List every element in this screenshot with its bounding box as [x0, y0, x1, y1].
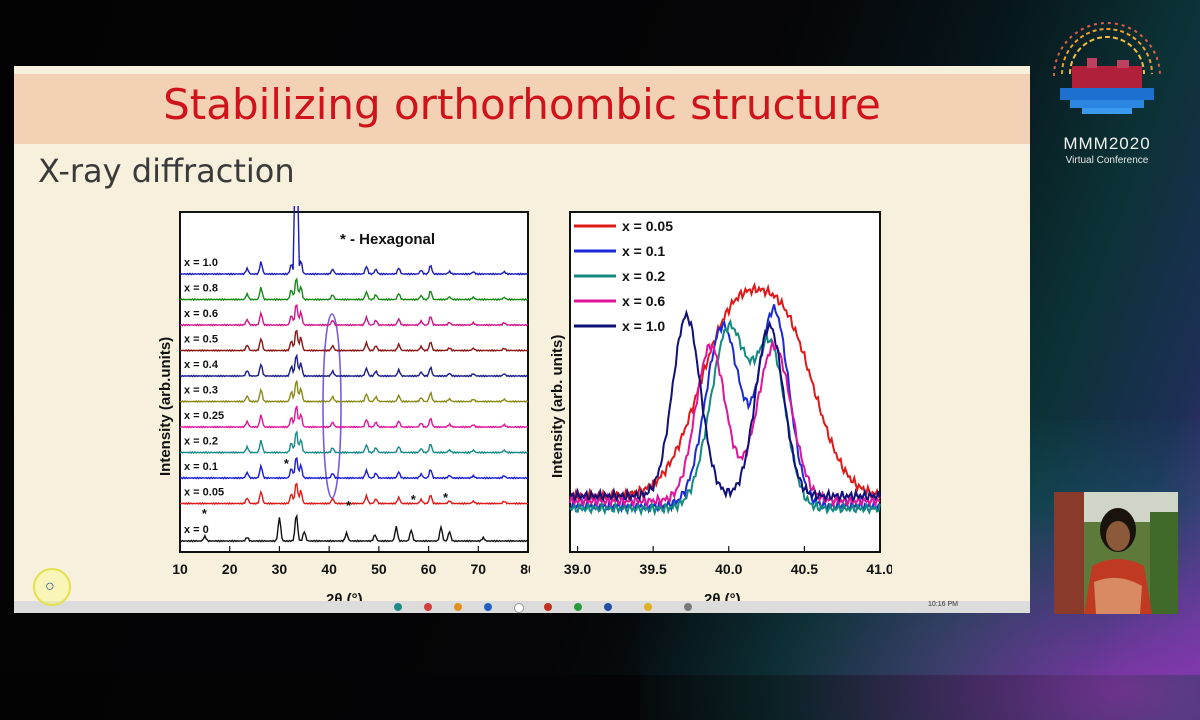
- curve-label: x = 0.8: [184, 283, 218, 295]
- xrd-curve: [179, 429, 529, 455]
- legend-label: x = 1.0: [622, 318, 665, 334]
- zoom-curve: [569, 309, 881, 504]
- taskbar-app-icon[interactable]: [544, 603, 552, 611]
- left-xlabel: 2θ (°): [326, 591, 363, 602]
- windows-taskbar[interactable]: 10:16 PM: [14, 601, 1030, 613]
- taskbar-app-icon[interactable]: [684, 603, 692, 611]
- presenter-webcam: [1054, 492, 1178, 614]
- xtick-label: 50: [371, 561, 387, 577]
- xtick-label: 39.5: [640, 561, 667, 577]
- legend-label: x = 0.05: [622, 218, 673, 234]
- left-xticks: 10 20 30 40 50 60 70 80: [172, 546, 530, 577]
- hexagonal-asterisk: *: [284, 456, 290, 471]
- left-curves: [179, 206, 529, 543]
- xrd-curve: [179, 482, 529, 506]
- sunrise-logo-icon: [1053, 22, 1161, 114]
- conference-tagline: Virtual Conference: [1065, 155, 1149, 166]
- xtick-label: 60: [421, 561, 437, 577]
- curve-label: x = 0: [184, 524, 209, 536]
- left-ylabel: Intensity (arb.units): [157, 337, 174, 476]
- slide-title: Stabilizing orthorhombic structure: [163, 80, 881, 129]
- xtick-label: 80: [520, 561, 530, 577]
- xtick-label: 40.0: [715, 561, 742, 577]
- right-legend: x = 0.05 x = 0.1 x = 0.2 x = 0.6 x = 1.0: [574, 218, 673, 334]
- curve-label: x = 0.6: [184, 308, 218, 320]
- curve-label: x = 1.0: [184, 257, 218, 269]
- xtick-label: 70: [470, 561, 486, 577]
- right-ylabel: Intensity (arb. units): [549, 335, 566, 478]
- xrd-curve: [179, 380, 529, 404]
- right-curves: [569, 281, 881, 517]
- curve-label: x = 0.5: [184, 334, 218, 346]
- xtick-label: 40.5: [791, 561, 818, 577]
- legend-label: x = 0.2: [622, 268, 665, 284]
- highlight-ellipse: [322, 313, 342, 499]
- taskbar-app-icon[interactable]: [644, 603, 652, 611]
- curve-label: x = 0.4: [184, 359, 219, 371]
- xtick-label: 30: [272, 561, 288, 577]
- xrd-curve: [179, 206, 528, 276]
- curve-label: x = 0.3: [184, 385, 218, 397]
- xrd-curve: [179, 329, 529, 353]
- hexagonal-asterisk: *: [443, 490, 449, 505]
- xrd-zoom-plot: x = 0.05 x = 0.1 x = 0.2 x = 0.6 x = 1.0 39.…: [549, 211, 892, 602]
- xrd-curve: [179, 513, 529, 543]
- xtick-label: 10: [172, 561, 188, 577]
- cursor-ring-icon: [33, 568, 71, 606]
- hexagonal-asterisk: *: [202, 506, 208, 521]
- curve-label: x = 0.25: [184, 410, 224, 422]
- right-xticks: 39.0 39.5 40.0 40.5 41.0: [564, 546, 892, 577]
- xtick-label: 39.0: [564, 561, 591, 577]
- xrd-curve: [179, 405, 529, 429]
- legend-label: x = 0.6: [622, 293, 665, 309]
- hexagonal-annotation: * - Hexagonal: [340, 231, 435, 248]
- taskbar-app-icon[interactable]: [454, 603, 462, 611]
- curve-label: x = 0.2: [184, 436, 218, 448]
- left-plot-frame: [179, 211, 529, 553]
- hexagonal-asterisk: *: [346, 498, 352, 513]
- curve-label: x = 0.1: [184, 461, 218, 473]
- conference-name: MMM2020: [1063, 134, 1151, 153]
- xrd-curve: [179, 277, 529, 302]
- presentation-slide: Stabilizing orthorhombic structure X-ray…: [14, 66, 1030, 602]
- right-xlabel: 2θ (°): [704, 591, 741, 602]
- taskbar-app-icon[interactable]: [394, 603, 402, 611]
- taskbar-app-icon[interactable]: [604, 603, 612, 611]
- taskbar-clock: 10:16 PM: [928, 601, 958, 608]
- mouse-pointer-icon: ○: [45, 578, 55, 595]
- taskbar-app-icon[interactable]: [484, 603, 492, 611]
- slide-title-bar: [14, 74, 1030, 144]
- legend-label: x = 0.1: [622, 243, 665, 259]
- hexagonal-asterisk: *: [411, 492, 417, 507]
- taskbar-app-icon[interactable]: [424, 603, 432, 611]
- xtick-label: 20: [222, 561, 238, 577]
- xrd-curve: [179, 303, 529, 327]
- curve-label: x = 0.05: [184, 487, 224, 499]
- left-curve-labels: x = 0 x = 0.05 x = 0.1 x = 0.2 x = 0.25 x = 0…: [184, 257, 449, 536]
- slide-subtitle: X-ray diffraction: [38, 152, 295, 190]
- xrd-curve: [179, 456, 529, 480]
- xtick-label: 40: [321, 561, 337, 577]
- taskbar-app-icon[interactable]: [574, 603, 582, 611]
- xrd-wide-plot: * - Hexagonal x = 0 x = 0.05 x = 0.1 x = 0.…: [157, 206, 530, 602]
- taskbar-app-icon[interactable]: [514, 603, 524, 613]
- zoom-curve: [569, 318, 881, 517]
- xrd-curve: [179, 353, 529, 378]
- xtick-label: 41.0: [866, 561, 892, 577]
